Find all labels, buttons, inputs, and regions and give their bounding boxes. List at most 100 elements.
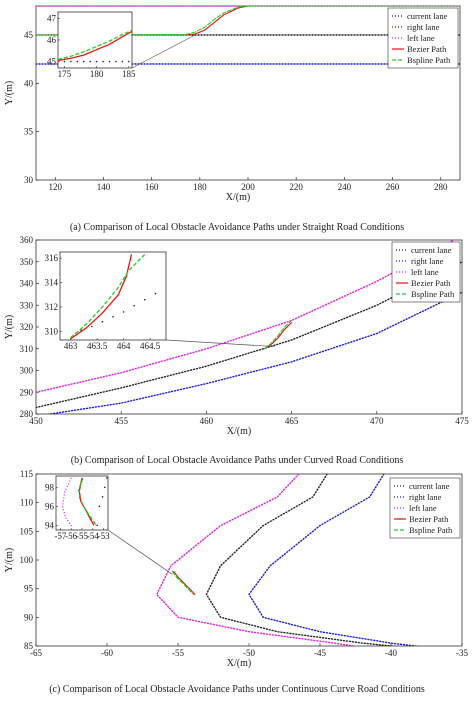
inset-point [98, 505, 101, 508]
y-axis-label: Y/(m) [4, 81, 15, 105]
x-tick-label: 450 [29, 416, 43, 426]
chart-panel-b: 450 455 460 465 470 475 280 290 300 310 320 330 340 3… [0, 236, 474, 450]
inset-bspline [70, 253, 146, 339]
inset-point [108, 60, 111, 63]
chart-a-svg: 120 140 160 180 200 220 240 260 280 30 35 40 45 X/(m)… [4, 5, 461, 203]
legend-label: Bspline Path [407, 55, 451, 65]
inset-point [144, 298, 146, 301]
y-tick-label: 90 [24, 612, 34, 622]
inset-x-tick-label: 185 [122, 69, 136, 79]
x-tick-label: 455 [114, 416, 128, 426]
inset-point [127, 60, 130, 63]
legend-label: current lane [411, 245, 452, 255]
inset-y-tick-label: 96 [45, 501, 55, 511]
chart-1-plot: 450 455 460 465 470 475 280 290 300 310 320 330 340 3… [4, 236, 469, 437]
inset-point [106, 477, 108, 479]
inset-point [91, 325, 93, 328]
inset-y-tick-label: 98 [45, 482, 55, 492]
legend-label: right lane [411, 256, 444, 266]
inset-x-tick-label: -57 [54, 531, 66, 541]
y-axis-label: Y/(m) [4, 315, 15, 339]
inset-point [101, 496, 104, 498]
series-group [155, 474, 421, 646]
series-bspline-path [263, 319, 293, 350]
inset-x-tick-label: -54 [87, 531, 99, 541]
inset-y-tick-label: 312 [45, 302, 59, 312]
inset-series [70, 253, 157, 340]
x-tick-label: -60 [101, 648, 113, 658]
inset-frame [59, 251, 167, 341]
y-tick-label: 340 [20, 279, 34, 289]
y-tick-label: 280 [20, 409, 34, 419]
inset-x-tick-label: 180 [90, 69, 104, 79]
chart-panel-c: -65 -60 -55 -50 -45 -40 -35 85 90 95 100 105 110 115 X… [0, 470, 474, 682]
inset-point [154, 292, 157, 295]
chart-2-plot: -65 -60 -55 -50 -45 -40 -35 85 90 95 100 105 110 115 X… [4, 470, 468, 669]
inset-bezier [58, 30, 132, 62]
inset-point [115, 60, 117, 63]
inset-connector [107, 529, 173, 575]
legend-box [387, 7, 459, 69]
inset-x-tick-label: -56 [65, 531, 77, 541]
inset-frame [57, 11, 133, 69]
legend-label: left lane [409, 503, 437, 513]
y-tick-label: 115 [20, 470, 34, 479]
inset-point [95, 60, 98, 63]
inset-series [61, 477, 108, 528]
y-tick-label: 105 [20, 526, 34, 536]
inset-point [63, 60, 66, 63]
legend-label: Bezier Path [409, 514, 449, 524]
inset-x-tick-label: -55 [76, 531, 88, 541]
x-tick-label: 465 [285, 416, 299, 426]
chart-0-plot: 120 140 160 180 200 220 240 260 280 30 35 40 45 X/(m)… [4, 5, 461, 203]
caption-b: (b) Comparison of Local Obstacle Avoidan… [70, 455, 404, 466]
x-tick-label: 140 [97, 182, 111, 192]
y-tick-label: 320 [20, 322, 34, 332]
y-tick-label: 85 [24, 641, 34, 651]
inset-connector [165, 339, 275, 347]
inset-point [89, 60, 91, 63]
inset-series [58, 29, 132, 63]
inset-point [122, 311, 125, 313]
inset-point [101, 320, 104, 323]
x-tick-label: 280 [434, 182, 448, 192]
inset-x-tick-label: 463 [64, 341, 78, 351]
inset-y-tick-label: 47 [47, 13, 57, 23]
inset-y-tick-label: 94 [45, 520, 55, 530]
chart-b-svg: 450 455 460 465 470 475 280 290 300 310 320 330 340 3… [4, 236, 469, 437]
inset-point [96, 524, 98, 527]
legend-label: right lane [409, 492, 442, 502]
legend-label: Bezier Path [411, 278, 451, 288]
x-tick-label: 240 [338, 182, 352, 192]
inset: 463 463.5 464 464.5 310 312 314 316 [45, 251, 275, 351]
series-bspline-path [171, 570, 195, 595]
y-tick-label: 45 [24, 30, 34, 40]
y-tick-label: 360 [20, 236, 34, 245]
legend-box [391, 241, 461, 303]
inset: 175 180 185 45 46 47 [47, 11, 196, 79]
series-right-lane [248, 474, 421, 646]
series-bspline-path [36, 6, 460, 36]
series-group [36, 240, 462, 414]
y-tick-label: 40 [24, 78, 34, 88]
x-axis-label: X/(m) [226, 192, 250, 203]
series-bezier-path [173, 570, 196, 595]
x-tick-label: 475 [455, 416, 469, 426]
inset-point [102, 60, 104, 63]
series-bezier-path [263, 322, 293, 350]
caption-a: (a) Comparison of Local Obstacle Avoidan… [69, 222, 405, 233]
inset-bspline [58, 29, 132, 61]
inset-y-tick-label: 46 [47, 35, 57, 45]
y-tick-label: 330 [20, 300, 34, 310]
inset-point [112, 315, 114, 318]
inset-point [121, 60, 124, 63]
legend-label: left lane [407, 33, 435, 43]
inset-y-tick-label: 314 [45, 278, 59, 288]
legend-label: right lane [407, 22, 440, 32]
inset-x-tick-label: 464 [117, 341, 131, 351]
y-tick-label: 35 [24, 127, 34, 137]
inset-x-tick-label: 175 [58, 69, 72, 79]
inset-bspline [78, 477, 97, 526]
